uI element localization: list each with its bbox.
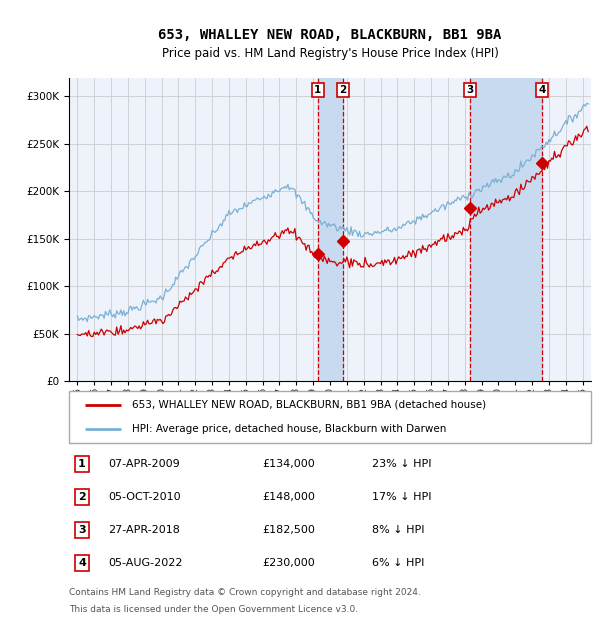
Text: 17% ↓ HPI: 17% ↓ HPI (372, 492, 431, 502)
Text: 6% ↓ HPI: 6% ↓ HPI (372, 558, 424, 568)
Text: 4: 4 (78, 558, 86, 568)
Text: 653, WHALLEY NEW ROAD, BLACKBURN, BB1 9BA (detached house): 653, WHALLEY NEW ROAD, BLACKBURN, BB1 9B… (131, 400, 486, 410)
Text: Price paid vs. HM Land Registry's House Price Index (HPI): Price paid vs. HM Land Registry's House … (161, 46, 499, 60)
Text: 05-AUG-2022: 05-AUG-2022 (108, 558, 182, 568)
FancyBboxPatch shape (69, 391, 591, 443)
Text: £230,000: £230,000 (262, 558, 315, 568)
Text: 3: 3 (78, 525, 86, 535)
Text: 27-APR-2018: 27-APR-2018 (108, 525, 180, 535)
Text: 4: 4 (538, 85, 545, 95)
Text: 1: 1 (314, 85, 322, 95)
Text: 23% ↓ HPI: 23% ↓ HPI (372, 459, 431, 469)
Text: 1: 1 (78, 459, 86, 469)
Text: This data is licensed under the Open Government Licence v3.0.: This data is licensed under the Open Gov… (69, 605, 358, 614)
Text: £134,000: £134,000 (262, 459, 315, 469)
Text: 8% ↓ HPI: 8% ↓ HPI (372, 525, 424, 535)
Text: 653, WHALLEY NEW ROAD, BLACKBURN, BB1 9BA: 653, WHALLEY NEW ROAD, BLACKBURN, BB1 9B… (158, 28, 502, 42)
Bar (318, 78, 343, 381)
Text: £182,500: £182,500 (262, 525, 315, 535)
Text: 07-APR-2009: 07-APR-2009 (108, 459, 180, 469)
Text: HPI: Average price, detached house, Blackburn with Darwen: HPI: Average price, detached house, Blac… (131, 424, 446, 434)
Text: £148,000: £148,000 (262, 492, 315, 502)
Bar (470, 78, 542, 381)
Text: Contains HM Land Registry data © Crown copyright and database right 2024.: Contains HM Land Registry data © Crown c… (69, 588, 421, 597)
Text: 2: 2 (78, 492, 86, 502)
Text: 2: 2 (339, 85, 346, 95)
Text: 3: 3 (466, 85, 474, 95)
Text: 05-OCT-2010: 05-OCT-2010 (108, 492, 181, 502)
